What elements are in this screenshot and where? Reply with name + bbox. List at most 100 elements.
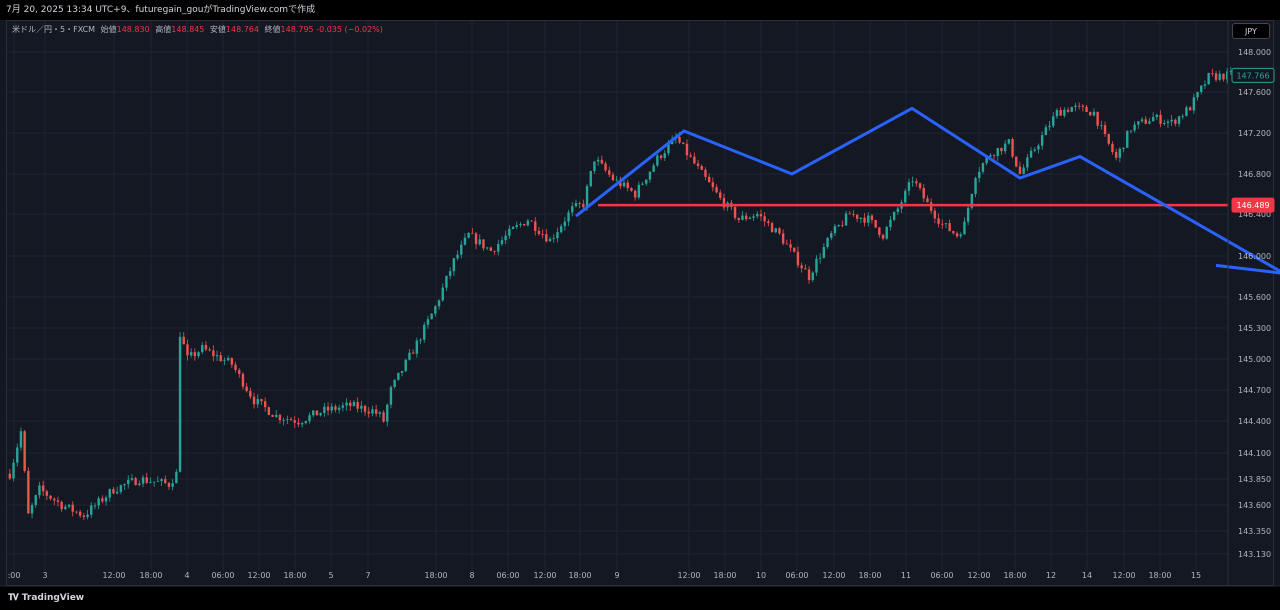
time-tick-label: 12:00 — [967, 571, 990, 580]
candle-body — [1018, 166, 1022, 174]
candle-body — [282, 419, 285, 421]
candle-body — [1122, 147, 1125, 149]
candle-body — [985, 156, 988, 164]
candle-body — [852, 214, 855, 216]
candle-body — [744, 215, 748, 219]
candle-body — [659, 155, 663, 159]
candle-body — [356, 401, 359, 409]
candle-body — [215, 355, 219, 357]
candle-body — [38, 485, 41, 496]
candle-body — [859, 217, 863, 219]
time-tick-label: 12:00 — [247, 571, 270, 580]
candle-body — [904, 190, 907, 203]
candle-body — [948, 223, 951, 232]
time-tick-label: 11 — [901, 571, 911, 580]
candle-body — [319, 412, 322, 416]
candle-body — [711, 182, 715, 188]
drawing-overlays — [575, 106, 1280, 275]
candle-body — [471, 232, 474, 234]
candle-body — [974, 178, 977, 194]
chart-panel[interactable] — [6, 20, 1274, 586]
candle-body — [1133, 124, 1136, 131]
candle-body — [397, 372, 400, 380]
candle-body — [774, 228, 777, 233]
candle-body — [574, 203, 578, 207]
tradingview-brand[interactable]: 𝐓𝐕 TradingView — [8, 592, 84, 604]
time-tick-label: 7 — [365, 571, 370, 580]
candle-body — [75, 511, 78, 513]
candle-body — [485, 247, 489, 249]
price-tick-label: 147.600 — [1238, 88, 1271, 97]
candle-body — [807, 269, 811, 281]
candle-body — [112, 489, 115, 494]
candle-body — [530, 220, 533, 222]
time-tick-label: 4 — [184, 571, 189, 580]
candle-body — [715, 187, 718, 193]
candle-body — [937, 218, 940, 224]
candle-body — [411, 352, 415, 354]
candle-body — [833, 226, 837, 234]
candle-body — [300, 423, 304, 425]
time-tick-label: :00 — [8, 571, 21, 580]
time-tick-label: 15 — [1191, 571, 1201, 580]
candle-body — [915, 181, 918, 184]
candle-body — [152, 481, 156, 483]
candle-body — [278, 414, 282, 421]
high-value: 148.845 — [171, 25, 205, 34]
candle-body — [933, 210, 937, 219]
price-tick-label: 143.850 — [1238, 475, 1271, 484]
candle-body — [626, 182, 629, 189]
time-tick-label: 12:00 — [1112, 571, 1135, 580]
candle-body — [952, 231, 955, 234]
candle-body — [767, 221, 770, 224]
double-top-pattern-line — [575, 106, 1280, 273]
open-label: 始値 — [100, 25, 117, 34]
candle-body — [104, 497, 108, 502]
candle-body — [1077, 105, 1081, 107]
candle-body — [1222, 73, 1225, 80]
candle-body — [138, 483, 141, 486]
candle-body — [785, 243, 789, 245]
candle-body — [1029, 150, 1033, 158]
time-tick-label: 12:00 — [677, 571, 700, 580]
candle-body — [389, 387, 393, 405]
candle-body — [408, 352, 411, 360]
time-tick-label: 18:00 — [283, 571, 306, 580]
candle-body — [1007, 139, 1011, 144]
candle-body — [101, 498, 104, 502]
candle-body — [689, 155, 692, 157]
candle-body — [608, 170, 611, 175]
candle-body — [189, 352, 193, 356]
candle-body — [989, 155, 992, 157]
candle-body — [441, 287, 444, 301]
candle-body — [56, 500, 60, 502]
candle-body — [400, 371, 404, 373]
candle-body — [707, 176, 711, 183]
candle-body — [363, 405, 367, 412]
candle-body — [907, 182, 911, 191]
candle-body — [1096, 111, 1099, 126]
candle-body — [271, 414, 274, 417]
candle-body — [511, 226, 515, 229]
candle-body — [1140, 119, 1144, 122]
candle-body — [752, 216, 755, 218]
candle-body — [275, 414, 278, 417]
candle-body — [119, 485, 123, 492]
time-tick-label: 06:00 — [930, 571, 953, 580]
brand-label: TradingView — [21, 593, 85, 603]
candle-body — [149, 482, 152, 483]
open-value: 148.830 — [116, 25, 150, 34]
candle-body — [86, 514, 89, 517]
candle-body — [474, 233, 478, 245]
candle-body — [30, 505, 34, 514]
candle-body — [593, 161, 596, 171]
currency-button[interactable]: JPY — [1232, 23, 1270, 39]
candle-body — [641, 183, 644, 185]
candle-body — [918, 183, 922, 188]
candle-body — [582, 203, 585, 208]
candle-body — [548, 238, 552, 242]
candle-body — [1022, 167, 1025, 174]
candle-body — [127, 479, 130, 485]
candle-body — [589, 170, 592, 187]
